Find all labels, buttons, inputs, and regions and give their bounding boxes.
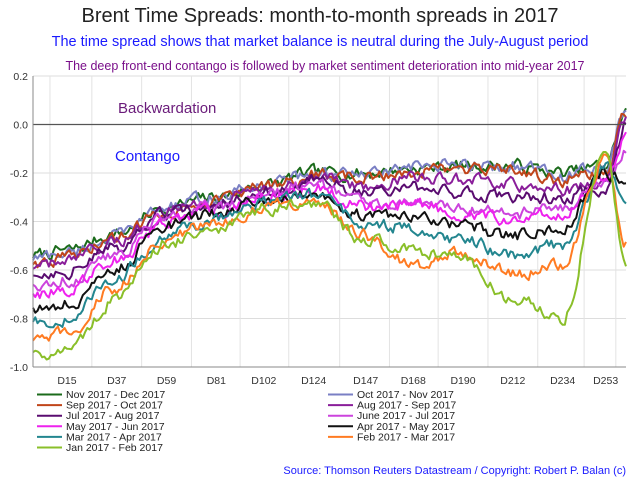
- legend-item: Mar 2017 - Apr 2017: [66, 431, 162, 443]
- x-tick-label: D37: [107, 375, 126, 387]
- x-tick-label: D147: [353, 375, 378, 387]
- legend-item: May 2017 - Jun 2017: [66, 421, 165, 433]
- grid-lines: [33, 75, 626, 368]
- legend-item: Jan 2017 - Feb 2017: [66, 442, 163, 454]
- x-tick-label: D168: [401, 375, 426, 387]
- y-tick-label: -0.8: [10, 314, 28, 326]
- series-line: [32, 149, 627, 292]
- source-credit: Source: Thomson Reuters Datastream / Cop…: [283, 465, 626, 477]
- annotation-backwardation: Backwardation: [118, 100, 216, 117]
- x-tick-label: D124: [301, 375, 326, 387]
- x-tick-label: D81: [207, 375, 226, 387]
- chart-subtitle-2: The deep front-end contango is followed …: [65, 59, 584, 73]
- series-line: [32, 161, 627, 329]
- legend-item: Aug 2017 - Sep 2017: [357, 400, 456, 412]
- x-tick-label: D15: [57, 375, 76, 387]
- legend-item: June 2017 - Jul 2017: [357, 410, 455, 422]
- chart-subtitle: The time spread shows that market balanc…: [52, 34, 589, 50]
- series-layer: [32, 107, 627, 361]
- series-line: [32, 151, 627, 361]
- chart-title: Brent Time Spreads: month-to-month sprea…: [82, 5, 559, 27]
- axes: 0.2 0.0 -0.2 -0.4 -0.6 -0.8 -1.0 D15 D37 D59 D81 D1…: [10, 71, 626, 387]
- series-line: [32, 122, 627, 281]
- series-line: [32, 112, 627, 269]
- series-line: [32, 116, 627, 270]
- y-tick-label: -1.0: [10, 362, 28, 374]
- x-tick-label: D59: [157, 375, 176, 387]
- series-line: [32, 107, 627, 262]
- y-tick-label: 0.0: [13, 120, 28, 132]
- x-tick-label: D102: [251, 375, 276, 387]
- y-tick-label: -0.2: [10, 168, 28, 180]
- legend-item: Oct 2017 - Nov 2017: [357, 389, 454, 401]
- x-tick-label: D234: [550, 375, 575, 387]
- y-tick-label: -0.6: [10, 265, 28, 277]
- x-tick-label: D190: [450, 375, 475, 387]
- legend-item: Apr 2017 - May 2017: [357, 421, 455, 433]
- y-tick-label: 0.2: [13, 71, 28, 83]
- legend-item: Jul 2017 - Aug 2017: [66, 410, 160, 422]
- x-tick-label: D212: [500, 375, 525, 387]
- series-line: [32, 153, 627, 342]
- x-tick-label: D253: [593, 375, 618, 387]
- y-tick-label: -0.4: [10, 217, 28, 229]
- legend-item: Nov 2017 - Dec 2017: [66, 389, 165, 401]
- annotation-contango: Contango: [115, 148, 180, 165]
- legend-item: Feb 2017 - Mar 2017: [357, 431, 455, 443]
- legend-item: Sep 2017 - Oct 2017: [66, 400, 163, 412]
